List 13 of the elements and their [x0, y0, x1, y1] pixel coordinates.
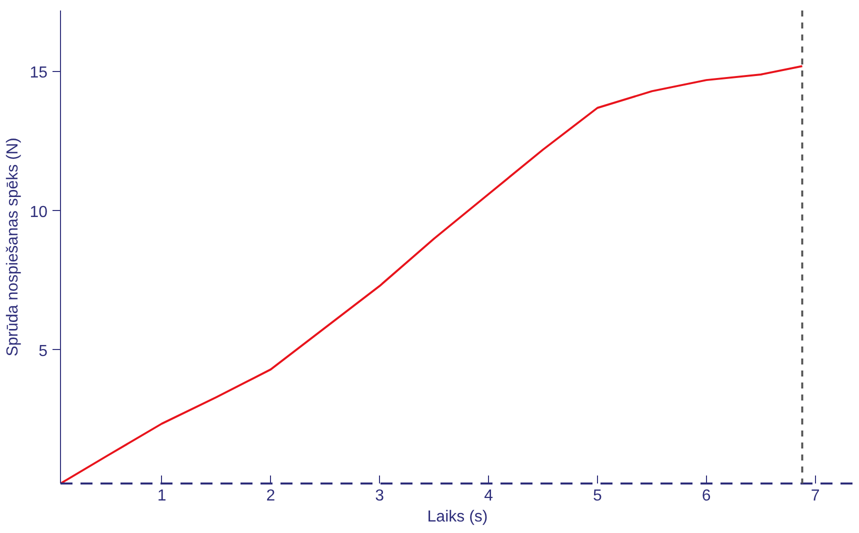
x-tick-label: 4 — [484, 488, 494, 504]
x-tick-label: 5 — [593, 488, 602, 504]
line-series — [60, 65, 804, 484]
x-tick-label: 6 — [702, 488, 711, 504]
x-tick-label: 1 — [157, 488, 166, 504]
x-tick-label: 3 — [375, 488, 384, 504]
y-axis-title: Sprūda nospiešanas spēks (N) — [4, 138, 22, 356]
x-tick-label: 2 — [266, 488, 276, 504]
y-tick-label: 15 — [30, 64, 48, 82]
y-tick-label: 10 — [30, 204, 48, 221]
y-tick-label: 5 — [38, 342, 48, 360]
x-tick-label: 7 — [810, 488, 820, 504]
x-axis-title: Laiks (s) — [427, 508, 488, 526]
